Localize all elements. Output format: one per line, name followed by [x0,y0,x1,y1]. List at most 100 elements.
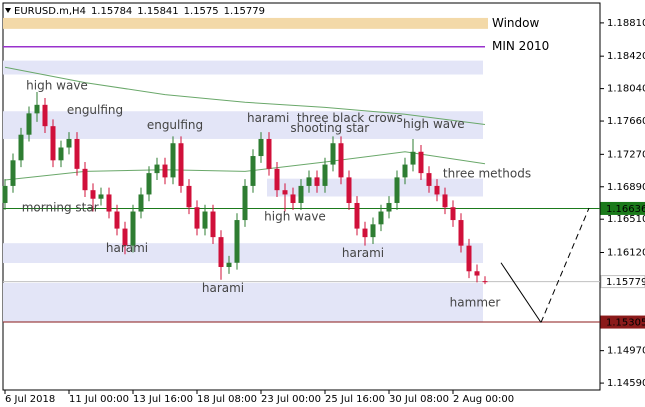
candle-body [274,168,280,191]
candle-body [202,211,208,229]
candle-body [90,190,96,199]
x-tick-label: 23 Jul 00:00 [261,394,321,405]
level-label: 1.16636 [606,204,645,215]
x-tick-label: 13 Jul 16:00 [133,394,193,405]
candle-body [354,202,360,229]
candle-body [234,220,240,263]
candle-body [154,164,160,174]
x-tick-label: 6 Jul 2018 [5,394,55,405]
band-label: MIN 2010 [492,39,549,53]
candle-body [130,211,136,246]
candle-body [146,173,152,195]
y-tick-label: 1.17660 [607,116,645,127]
candle-body [26,113,32,135]
candle-body [426,173,432,186]
zone [3,111,483,139]
candle-body [290,194,296,203]
candle-body [18,134,24,161]
candles [2,92,488,285]
x-tick-label: 2 Aug 00:00 [453,394,514,405]
level-label: 1.15779 [606,277,645,288]
pattern-label: high wave [26,78,88,92]
candle-body [482,281,488,283]
projection-line [500,262,542,323]
x-tick-label: 25 Jul 16:00 [325,394,385,405]
header-value: EURUSD.m,H4 [14,6,86,17]
zone [3,282,483,323]
candle-body [106,194,112,212]
candle-body [258,138,264,157]
y-tick-label: 1.18040 [607,84,645,95]
level-label: 1.15305 [606,318,645,329]
candle-body [194,207,200,229]
candle-body [386,202,392,212]
candle-body [50,126,56,161]
pattern-label: three black crows [297,111,403,125]
candle-body [122,228,128,246]
candle-body [394,177,400,203]
candle-body [474,271,480,276]
band-label: Window [492,16,540,30]
pattern-label: engulfing [147,118,203,132]
y-tick-label: 1.16120 [607,247,645,258]
candle-body [282,190,288,195]
candle-body [42,104,48,127]
header-value: 1.15841 [137,6,178,17]
candle-body [418,151,424,174]
candle-body [434,185,440,195]
y-tick-label: 1.16890 [607,182,645,193]
candle-body [370,224,376,238]
header-value: 1.15779 [224,6,265,17]
level-label-box [600,201,645,215]
x-tick-label: 18 Jul 08:00 [197,394,257,405]
candle-body [2,185,8,203]
chart-header: EURUSD.m,H4 1.15784 1.15841 1.1575 1.15779 [14,6,265,17]
y-tick-label: 1.14970 [607,346,645,357]
candle-body [210,211,216,238]
zone [3,243,483,263]
candle-body [58,147,64,161]
candle-body [170,143,176,178]
candle-body [266,138,272,169]
symbol-arrow [5,8,11,13]
projection-line [540,207,590,323]
candle-body [186,185,192,208]
candle-body [402,164,408,178]
pattern-label: shooting star [290,121,369,135]
candle-body [346,177,352,203]
candle-body [114,211,120,229]
candle-body [74,138,80,169]
candle-body [466,245,472,272]
candle-body [162,164,168,178]
y-tick-label: 1.14590 [607,378,645,389]
x-tick-label: 11 Jul 00:00 [69,394,129,405]
candle-body [218,237,224,268]
x-tick-label: 30 Jul 08:00 [389,394,449,405]
pattern-label: morning star [22,200,99,214]
level-label-box [600,275,645,289]
pattern-label: three methods [443,167,531,181]
candle-body [306,177,312,186]
candle-body [10,160,16,186]
candle-body [98,194,104,199]
window-band [3,17,488,29]
candle-body [410,151,416,165]
candle-body [362,228,368,238]
pattern-label: harami [202,281,244,295]
candle-body [242,185,248,221]
header-value: 1.1575 [184,6,219,17]
header-value: 1.15784 [91,6,132,17]
pattern-label: high wave [264,209,326,223]
y-tick-label: 1.18810 [607,18,645,29]
candle-body [34,104,40,114]
candle-body [250,156,256,186]
pattern-label: harami [342,246,384,260]
pattern-label: engulfing [67,103,123,117]
zone [3,60,483,75]
candle-body [330,143,336,165]
candle-body [178,143,184,186]
moving-average [4,66,486,125]
level-label-box [600,315,645,329]
y-tick-label: 1.16510 [607,214,645,225]
